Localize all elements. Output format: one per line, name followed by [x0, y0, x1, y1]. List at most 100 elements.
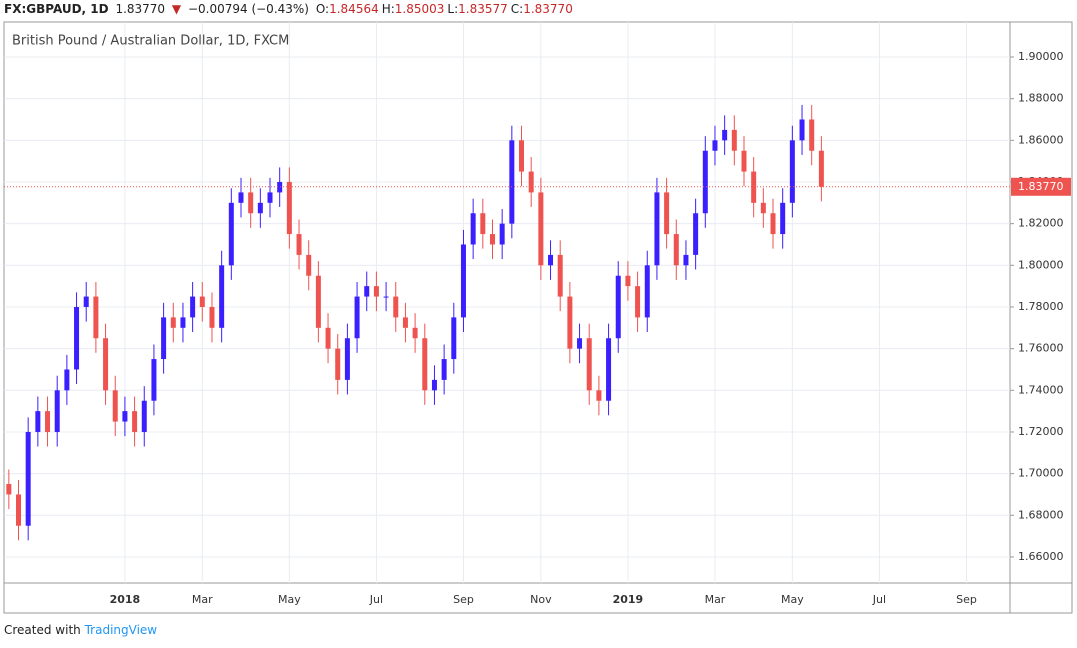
- y-tick-label: 1.78000: [1018, 300, 1064, 313]
- y-tick-label: 1.76000: [1018, 342, 1064, 355]
- frame: [3, 21, 1073, 614]
- candle-body: [644, 265, 650, 318]
- candle-body: [325, 327, 331, 349]
- candle-body: [286, 181, 292, 235]
- y-tick-label: 1.88000: [1018, 92, 1064, 105]
- candle-body: [470, 213, 476, 245]
- x-tick-label: Sep: [453, 593, 474, 606]
- candle-body: [412, 327, 418, 339]
- ohlc-label: H:: [381, 2, 395, 16]
- y-tick-label: 1.86000: [1018, 133, 1064, 146]
- candle-body: [228, 202, 234, 266]
- candle-body: [354, 296, 360, 339]
- candles: [4, 104, 1010, 541]
- ohlc-value: 1.85003: [394, 2, 445, 16]
- candle-body: [16, 494, 22, 526]
- candle-body: [712, 140, 718, 151]
- candle-body: [741, 150, 747, 172]
- candle-body: [664, 192, 670, 235]
- grid: [4, 22, 1010, 583]
- candle-body: [344, 338, 350, 380]
- ohlc: O:1.84564 H:1.85003 L:1.83577 C:1.83770: [316, 2, 576, 16]
- candle-body: [54, 390, 60, 432]
- chart-title: British Pound / Australian Dollar, 1D, F…: [12, 34, 289, 49]
- candle-body: [751, 171, 757, 203]
- candle-body: [460, 244, 466, 318]
- candle-body: [306, 254, 312, 276]
- symbol: FX:GBPAUD, 1D: [4, 2, 109, 16]
- ohlc-value: 1.83577: [458, 2, 508, 16]
- candle-body: [654, 192, 660, 266]
- x-tick-label: Sep: [956, 593, 977, 606]
- axes: 1.66000 1.68000 1.70000 1.72000 1.74000 1.760…: [110, 50, 1071, 606]
- candle-body: [25, 431, 31, 526]
- candle-body: [596, 390, 602, 401]
- candle-body: [780, 202, 786, 235]
- candle-body: [335, 348, 341, 380]
- candle-body: [122, 411, 128, 422]
- candle-body: [238, 192, 244, 203]
- candle-body: [577, 338, 583, 349]
- candle-body: [615, 275, 621, 339]
- candle-body: [364, 286, 370, 297]
- y-tick-label: 1.82000: [1018, 217, 1064, 230]
- candle-body: [6, 484, 12, 495]
- candle-body: [257, 202, 263, 214]
- candle-body: [789, 140, 795, 203]
- ohlc-value: 1.84564: [329, 2, 379, 16]
- candle-body: [635, 286, 641, 318]
- candle-body: [132, 411, 138, 432]
- candle-body: [199, 296, 205, 307]
- candle-body: [586, 338, 592, 391]
- candle-body: [809, 119, 815, 151]
- candle-body: [625, 275, 631, 287]
- y-tick-label: 1.72000: [1018, 425, 1064, 438]
- candle-body: [606, 338, 612, 401]
- candle-body: [248, 192, 254, 214]
- ohlc-value: 1.83770: [523, 2, 573, 16]
- brand[interactable]: TradingView: [84, 623, 158, 637]
- candle-body: [373, 286, 379, 297]
- x-tick-label: Mar: [192, 593, 213, 606]
- candle-body: [441, 359, 447, 380]
- candle-body: [103, 338, 109, 391]
- x-tick-label: Jul: [872, 593, 886, 606]
- candle-body: [557, 254, 563, 297]
- candle-body: [296, 234, 302, 255]
- last-price-box: [1011, 177, 1071, 196]
- candle-body: [64, 369, 70, 391]
- candle-body: [209, 306, 215, 328]
- x-tick-label: 2018: [110, 593, 141, 606]
- x-tick-label: Mar: [705, 593, 726, 606]
- candle-body: [161, 317, 167, 360]
- candle-body: [383, 296, 389, 298]
- candle-body: [702, 150, 708, 214]
- candle-body: [489, 234, 495, 245]
- ohlc-label: O:: [315, 2, 330, 16]
- footer[interactable]: Created with TradingView: [4, 623, 157, 637]
- change: −0.00794 (−0.43%): [187, 2, 309, 16]
- candle-body: [509, 140, 515, 224]
- x-tick-label: Nov: [530, 593, 552, 606]
- last: 1.83770: [115, 2, 166, 16]
- header: FX:GBPAUD, 1D 1.83770 ▼ −0.00794 (−0.43%…: [4, 2, 579, 16]
- candle-body: [267, 192, 273, 203]
- candle-body: [74, 306, 80, 370]
- candle-body: [519, 140, 525, 172]
- candle-body: [673, 234, 679, 266]
- candle-body: [760, 202, 766, 214]
- candle-body: [83, 296, 89, 307]
- candle-body: [315, 275, 321, 328]
- candle-body: [683, 254, 689, 266]
- candle-body: [818, 150, 824, 187]
- candle-body: [35, 411, 41, 432]
- ohlc-label: L:: [447, 2, 459, 16]
- footer-text: Created with: [4, 623, 81, 637]
- candle-body: [722, 129, 728, 141]
- ohlc-label: C:: [510, 2, 524, 16]
- candle-body: [45, 411, 51, 432]
- candle-body: [277, 181, 283, 193]
- candle-body: [451, 317, 457, 360]
- candle-body: [538, 192, 544, 266]
